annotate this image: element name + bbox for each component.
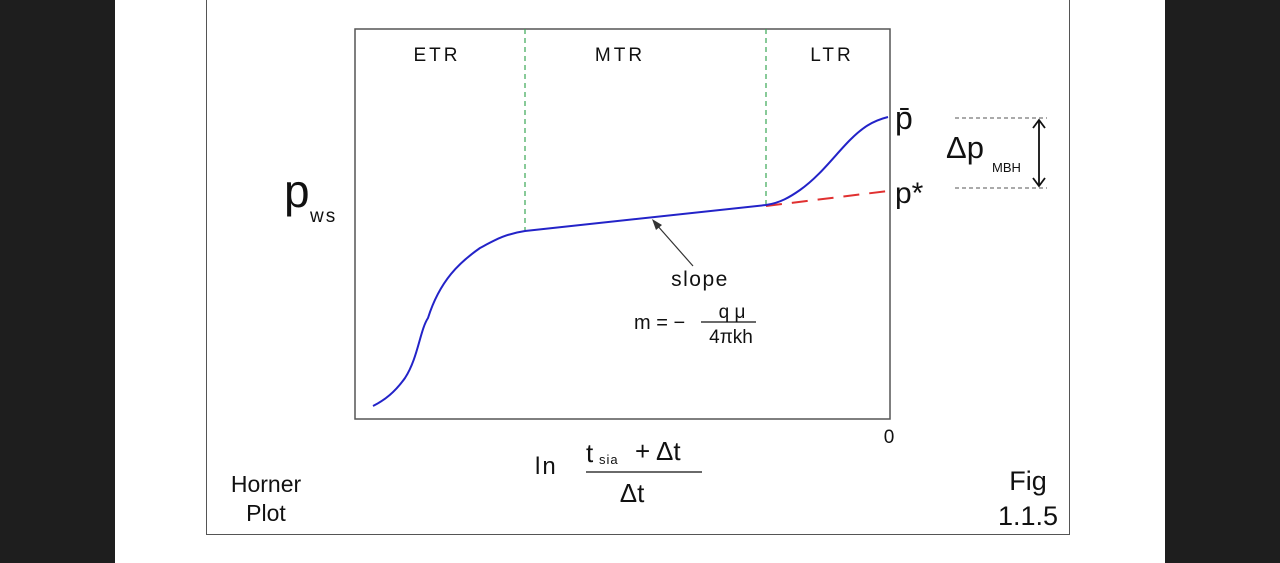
plot-area — [354, 28, 891, 420]
figure-frame — [206, 0, 1070, 535]
delta-p-sub: MBH — [992, 160, 1021, 175]
delta-p-label: Δp — [946, 130, 984, 165]
x-label-t: t — [586, 438, 594, 468]
y-axis-label: p — [284, 165, 310, 217]
slide — [115, 0, 1165, 563]
x-label-rest: + Δt — [635, 436, 681, 466]
region-mtr: MTR — [595, 45, 645, 66]
x-label-sub: sia — [599, 452, 619, 467]
y-axis-label-sub: ws — [309, 206, 337, 227]
caption-fig: Fig — [1009, 466, 1047, 496]
slope-label: slope — [671, 268, 729, 291]
caption-plot: Plot — [246, 500, 286, 526]
x-label-ln: ln — [535, 453, 558, 480]
p-star-label: p* — [895, 177, 924, 210]
dp-arrow-down-icon — [1032, 177, 1046, 188]
arrow-head-icon — [652, 219, 662, 230]
slope-denominator: 4πkh — [709, 327, 753, 348]
region-ltr: LTR — [810, 45, 853, 66]
x-label-denominator: Δt — [620, 478, 645, 508]
region-etr: ETR — [414, 45, 461, 66]
dp-arrow-up-icon — [1032, 118, 1046, 129]
caption-horner: Horner — [231, 471, 302, 497]
pws-curve — [372, 116, 889, 407]
slope-numerator: q μ — [719, 302, 746, 323]
p-bar-label: p̄ — [895, 100, 913, 136]
extrapolation-line — [765, 190, 889, 207]
x-tick-zero: 0 — [884, 427, 895, 448]
slope-arrow — [655, 223, 694, 267]
caption-fig-number: 1.1.5 — [998, 501, 1058, 531]
slope-lhs: m = − — [634, 312, 685, 334]
